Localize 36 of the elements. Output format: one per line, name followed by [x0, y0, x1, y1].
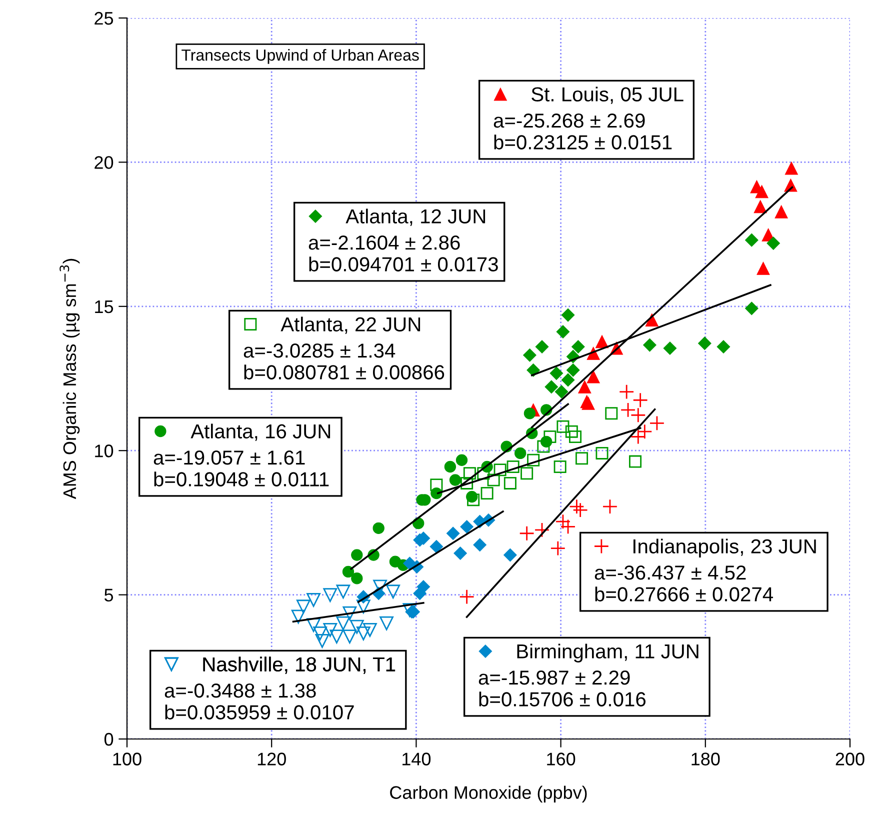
legend-label: Indianapolis, 23 JUN [634, 538, 816, 558]
legend-label: Atlanta, 12 JUN [346, 208, 486, 226]
text: Transects Upwind of Urban Areas [182, 49, 419, 64]
y-axis-title: AMS Organic Mass (µg sm$^{−3}$) [60, 258, 80, 500]
annotation: a=-0.3488 ± 1.38 [164, 683, 316, 698]
y-tick-label: 5 [104, 588, 114, 602]
legend-label: Nashville, 18 JUN, T1 [203, 656, 396, 674]
annotation: a=-36.437 ± 4.52 [594, 565, 746, 580]
y-tick-label: 15 [95, 300, 114, 314]
legend-label: St. Louis, 05 JUL [532, 86, 684, 104]
y-tick-label: 20 [94, 156, 114, 169]
x-tick-label: 140 [402, 752, 431, 766]
legend-label: Atlanta, 22 JUN [280, 316, 420, 334]
annotation: b=0.035959 ± 0.0107 [165, 704, 354, 720]
annotation: a=-19.057 ± 1.61 [154, 450, 305, 465]
x-tick-label: 160 [547, 752, 576, 766]
annotation: b=0.15706 ± 0.016 [479, 692, 646, 706]
annotation: b=0.19048 ± 0.0111 [154, 472, 329, 486]
y-tick-label: 10 [95, 444, 114, 458]
legend-label: Atlanta, 16 JUN [190, 424, 330, 441]
x-tick-label: 100 [113, 752, 142, 766]
y-tick-label: 0 [104, 732, 114, 746]
annotation: a=-3.0285 ± 1.34 [244, 343, 396, 358]
legend-label: Birmingham, 11 JUN [517, 644, 698, 662]
x-tick-label: 200 [836, 752, 864, 766]
x-tick-label: 120 [258, 752, 286, 766]
annotation: b=0.23125 ± 0.0151 [494, 134, 672, 150]
annotation: a=-2.1604 ± 2.86 [308, 235, 460, 250]
annotation: b=0.094701 ± 0.0173 [309, 256, 498, 272]
y-tick-label: 25 [94, 12, 114, 25]
annotation: a=-25.268 ± 2.69 [494, 113, 645, 128]
x-tick-label: 180 [692, 752, 720, 766]
annotation: b=0.080781 ± 0.00866 [244, 364, 444, 380]
annotation: a=-15.987 ± 2.29 [478, 670, 630, 685]
x-axis-title: Carbon Monoxide (ppbv) [390, 786, 587, 803]
annotation: b=0.27666 ± 0.0274 [595, 586, 774, 602]
